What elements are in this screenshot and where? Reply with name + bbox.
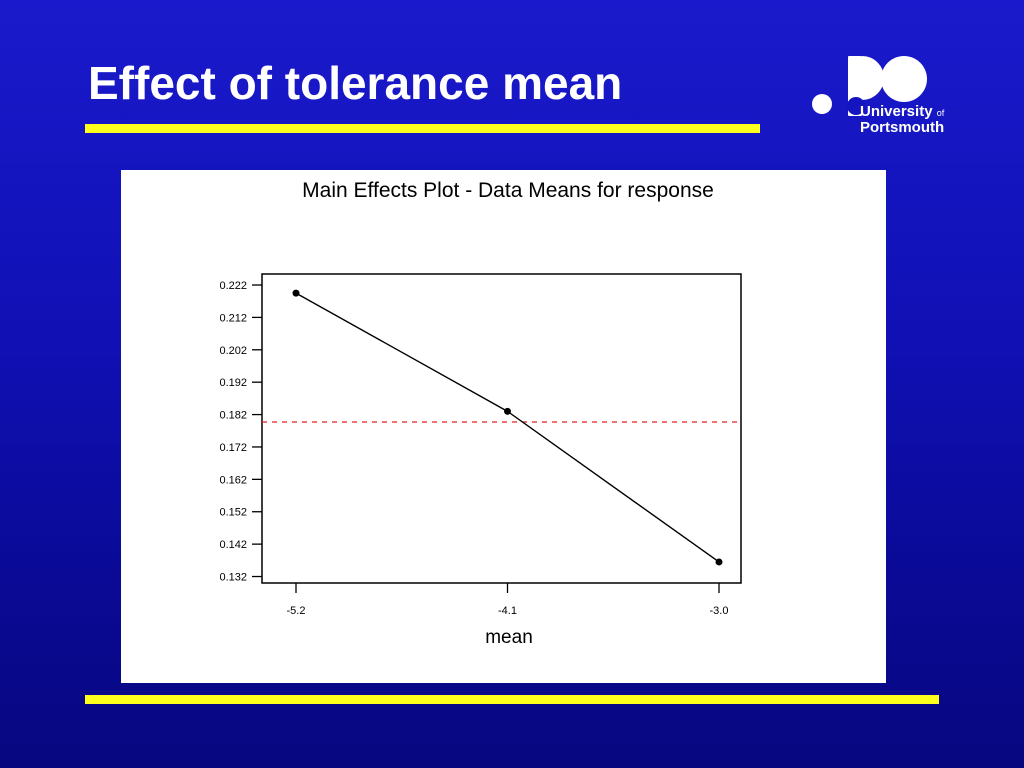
data-point xyxy=(292,289,300,297)
logo-of-text: of xyxy=(936,108,945,118)
x-tick-label: -4.1 xyxy=(498,605,517,617)
data-point xyxy=(715,558,723,566)
y-tick-label: 0.142 xyxy=(219,539,247,551)
y-tick-label: 0.182 xyxy=(219,410,247,422)
y-tick-label: 0.212 xyxy=(219,312,247,324)
bottom-accent-bar xyxy=(85,695,939,704)
y-tick-label: 0.202 xyxy=(219,345,247,357)
series-line xyxy=(295,292,720,563)
title-underline-bar xyxy=(85,124,760,133)
x-axis-label: mean xyxy=(485,627,533,648)
y-tick-label: 0.162 xyxy=(219,474,247,486)
series-layer xyxy=(292,289,723,566)
y-tick-label: 0.222 xyxy=(219,280,247,292)
university-logo: University of Portsmouth xyxy=(808,52,956,138)
data-point xyxy=(504,407,511,415)
x-tick-label: -5.2 xyxy=(287,605,306,617)
y-axis: 0.132 0.142 0.152 0.162 0.172 0.182 0.192 0.202… xyxy=(219,280,262,584)
chart-title: Main Effects Plot - Data Means for respo… xyxy=(302,179,714,202)
chart-panel: Main Effects Plot - Data Means for respo… xyxy=(121,170,886,683)
y-tick-label: 0.192 xyxy=(219,377,247,389)
logo-mark-icon xyxy=(812,56,927,116)
plot-frame xyxy=(261,273,742,584)
y-tick-label: 0.152 xyxy=(219,507,247,519)
main-effects-chart: Main Effects Plot - Data Means for respo… xyxy=(219,179,742,648)
slide-title: Effect of tolerance mean xyxy=(88,57,623,109)
y-tick-label: 0.132 xyxy=(219,572,247,584)
logo-university-text: University xyxy=(860,103,933,120)
x-axis: -5.2 -4.1 -3.0 xyxy=(287,583,729,617)
x-tick-label: -3.0 xyxy=(710,605,729,617)
logo-portsmouth-text: Portsmouth xyxy=(860,118,945,136)
y-tick-label: 0.172 xyxy=(219,442,247,454)
